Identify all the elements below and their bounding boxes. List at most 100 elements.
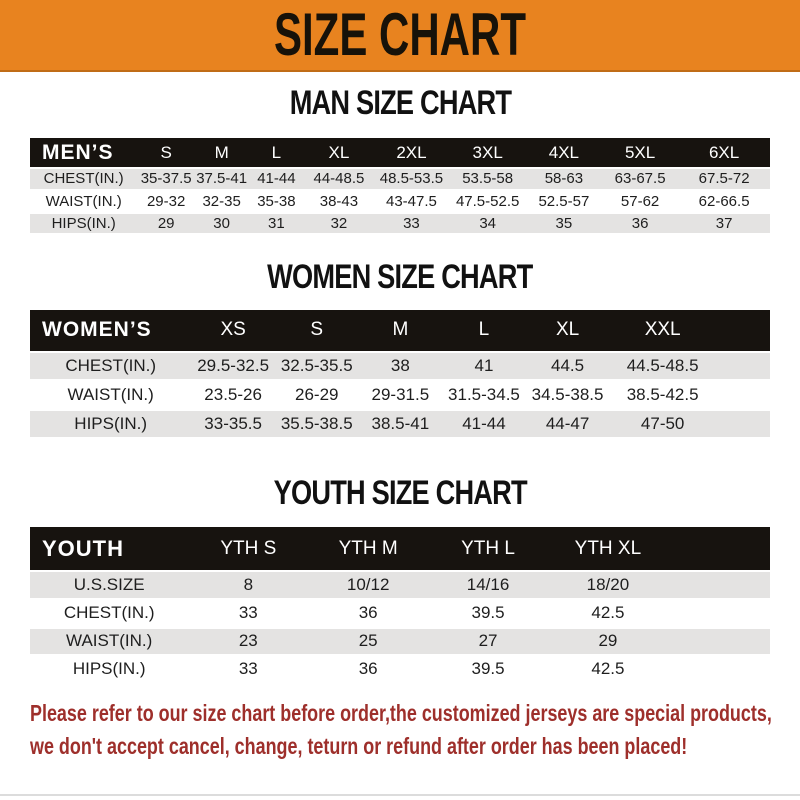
women-col-header-4: XL [555, 319, 580, 340]
men-col-header-3: XL [328, 142, 350, 162]
men-row-label-0: CHEST(IN.) [43, 170, 124, 188]
men-cell-1-1: 32-35 [202, 192, 241, 210]
youth-row-label-1: CHEST(IN.) [63, 603, 155, 622]
women-row-spacer [716, 381, 770, 410]
youth-cell-1-0: 33 [238, 603, 258, 622]
youth-header-spacer [668, 527, 770, 571]
women-header-spacer [716, 310, 770, 352]
men-cell-1-0: 29-32 [146, 192, 186, 210]
women-cell-0-5: 44.5-48.5 [626, 355, 699, 375]
women-col-header-0: XS [220, 319, 246, 340]
youth-size-chart-heading: YOUTH SIZE CHART [0, 476, 800, 510]
women-header-row: WOMEN’S XS S M L XL XXL [30, 309, 770, 352]
youth-cell-0-1: 10/12 [346, 574, 390, 594]
youth-header-label: YOUTH [42, 535, 124, 561]
men-cell-2-4: 33 [403, 214, 420, 232]
women-col-header-5: XXL [644, 319, 681, 340]
disclaimer-line-2-text: we don't accept cancel, change, teturn o… [30, 732, 688, 759]
youth-col-header-0: YTH S [220, 537, 277, 559]
women-cell-1-2: 29-31.5 [371, 385, 430, 404]
youth-cell-3-2: 39.5 [471, 659, 505, 678]
men-col-header-7: 5XL [624, 142, 656, 162]
women-cell-0-4: 44.5 [551, 355, 585, 375]
youth-row-spacer [668, 627, 770, 655]
men-cell-1-3: 38-43 [319, 192, 359, 210]
men-cell-0-2: 41-44 [257, 170, 296, 188]
youth-cell-3-1: 36 [358, 659, 378, 678]
women-cell-2-4: 44-47 [545, 414, 590, 433]
banner-title: SIZE CHART [274, 1, 526, 68]
man-size-chart-heading: MAN SIZE CHART [0, 86, 800, 120]
bottom-divider [0, 794, 800, 796]
youth-cell-0-2: 14/16 [466, 574, 510, 594]
youth-row-label-0: U.S.SIZE [73, 574, 145, 594]
men-cell-2-2: 31 [268, 214, 285, 232]
men-cell-1-7: 57-62 [620, 192, 660, 210]
women-cell-2-5: 47-50 [640, 414, 685, 433]
women-col-header-2: M [392, 319, 409, 340]
women-cell-1-1: 26-29 [295, 385, 339, 404]
youth-cell-0-0: 8 [243, 574, 254, 594]
women-size-chart-heading-text: WOMEN SIZE CHART [267, 257, 533, 296]
women-row-0: CHEST(IN.) 29.5-32.5 32.5-35.5 38 41 44.5 44.5… [30, 351, 770, 381]
women-row-spacer [716, 410, 770, 439]
women-cell-0-1: 32.5-35.5 [280, 355, 353, 375]
women-cell-1-5: 38.5-42.5 [626, 385, 699, 404]
men-cell-2-5: 34 [479, 214, 496, 232]
women-cell-2-0: 33-35.5 [204, 414, 262, 433]
men-cell-1-5: 47.5-52.5 [455, 192, 520, 210]
women-cell-2-3: 41-44 [462, 414, 506, 433]
women-cell-2-2: 38.5-41 [371, 414, 430, 433]
women-cell-1-0: 23.5-26 [204, 385, 262, 404]
youth-col-header-1: YTH M [338, 537, 398, 559]
youth-cell-2-0: 23 [238, 631, 258, 650]
men-col-header-6: 4XL [548, 142, 579, 162]
men-col-header-1: M [214, 142, 229, 162]
youth-size-section: YOUTH SIZE CHART YOUTH YTH S YTH M YTH L YTH… [0, 476, 800, 685]
women-header-label: WOMEN’S [42, 318, 152, 341]
youth-row-3: HIPS(IN.) 33 36 39.5 42.5 [30, 655, 770, 683]
women-row-2: HIPS(IN.) 33-35.5 35.5-38.5 38.5-41 41-44 44-… [30, 409, 770, 439]
youth-cell-2-1: 25 [358, 631, 378, 650]
men-col-header-2: L [271, 142, 282, 162]
youth-row-0: U.S.SIZE 8 10/12 14/16 18/20 [30, 571, 770, 599]
men-cell-1-4: 43-47.5 [386, 192, 437, 210]
youth-size-table: YOUTH YTH S YTH M YTH L YTH XL U.S.SIZE 8 10/12… [30, 527, 770, 685]
men-col-header-0: S [160, 142, 172, 162]
men-row-1: WAIST(IN.) 29-32 32-35 35-38 38-43 43-47.5 47.… [30, 190, 770, 212]
women-cell-0-3: 41 [474, 355, 494, 375]
youth-cell-1-1: 36 [358, 603, 378, 622]
youth-cell-1-2: 39.5 [471, 603, 505, 622]
men-cell-0-0: 35-37.5 [140, 170, 192, 188]
youth-row-label-2: WAIST(IN.) [66, 631, 153, 650]
youth-row-spacer [668, 599, 770, 627]
women-size-chart-heading: WOMEN SIZE CHART [0, 260, 800, 294]
youth-cell-0-3: 18/20 [586, 574, 630, 594]
men-cell-2-0: 29 [157, 214, 175, 232]
men-cell-0-7: 63-67.5 [614, 170, 666, 188]
men-header-label: MEN’S [42, 140, 114, 164]
men-row-2: HIPS(IN.) 29 30 31 32 33 34 35 36 37 [30, 212, 770, 234]
women-cell-0-0: 29.5-32.5 [197, 355, 270, 375]
women-row-label-2: HIPS(IN.) [74, 414, 148, 433]
men-cell-0-3: 44-48.5 [313, 170, 365, 188]
women-row-1: WAIST(IN.) 23.5-26 26-29 29-31.5 31.5-34.5 34… [30, 380, 770, 410]
youth-cell-2-3: 29 [598, 631, 618, 650]
youth-col-header-3: YTH XL [574, 537, 642, 559]
women-row-label-1: WAIST(IN.) [67, 385, 154, 404]
women-cell-1-4: 34.5-38.5 [531, 385, 604, 404]
men-cell-1-2: 35-38 [257, 192, 296, 210]
men-cell-0-1: 37.5-41 [196, 170, 248, 188]
men-cell-1-8: 62-66.5 [698, 192, 750, 210]
women-col-header-1: S [310, 319, 324, 340]
youth-size-chart-heading-text: YOUTH SIZE CHART [273, 474, 527, 512]
men-col-header-8: 6XL [708, 142, 740, 162]
women-col-header-3: L [478, 319, 490, 340]
youth-cell-3-3: 42.5 [591, 659, 625, 678]
men-cell-0-6: 58-63 [544, 170, 584, 188]
size-chart-banner: SIZE CHART [0, 0, 800, 72]
women-size-table: WOMEN’S XS S M L XL XXL CHEST(IN.) 29.5-32.5 32.5… [30, 309, 770, 441]
youth-row-spacer [668, 571, 770, 599]
men-row-0: CHEST(IN.) 35-37.5 37.5-41 41-44 44-48.5 48.5… [30, 168, 770, 190]
men-col-header-4: 2XL [396, 142, 427, 162]
